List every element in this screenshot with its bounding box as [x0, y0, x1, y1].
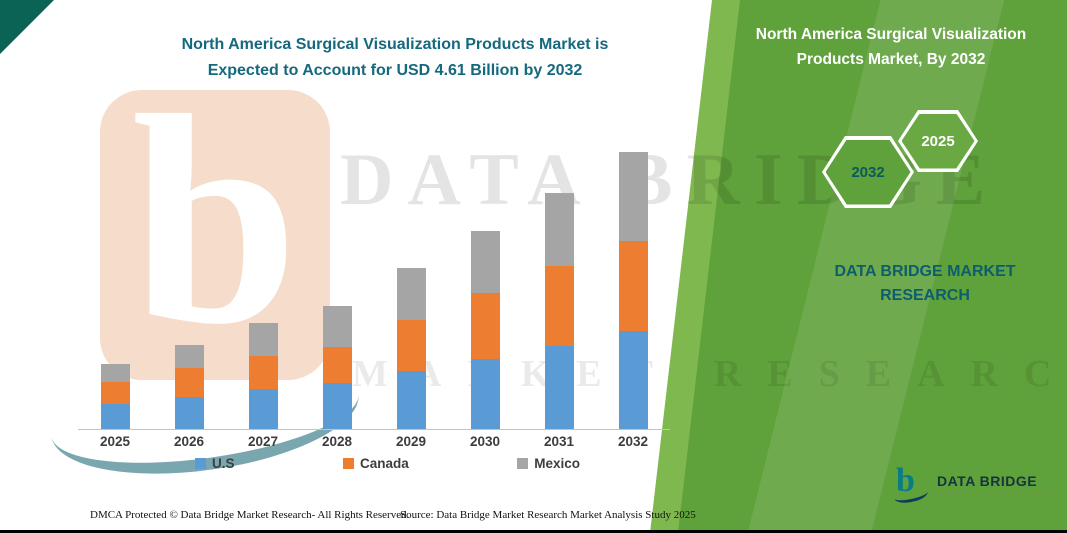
legend-label: Canada [359, 456, 409, 471]
chart-title: North America Surgical Visualization Pro… [80, 32, 710, 84]
bar-column-2029 [376, 112, 446, 429]
brand-logo: b DATA BRIDGE MARKET RESEARCH [892, 462, 1050, 506]
brand-logo-name: DATA BRIDGE [937, 472, 1038, 489]
corner-triangle-decoration [0, 0, 54, 54]
x-axis-label: 2029 [395, 434, 427, 449]
bar-segment-u-s [618, 331, 648, 429]
logo-watermark-letter: b [131, 54, 299, 386]
bar-segment-canada [618, 240, 648, 332]
legend-swatch [342, 458, 354, 469]
legend: U.S Canada Mexico [195, 456, 580, 471]
side-panel-title: North America Surgical Visualization Pro… [735, 22, 1047, 72]
bar-column-2026 [154, 112, 224, 429]
bar-segment-canada [396, 320, 426, 372]
bar-stack [100, 363, 130, 429]
brand-logo-icon: b [892, 462, 930, 506]
side-panel-title-line1: North America Surgical Visualization [755, 26, 1027, 43]
side-panel-brand: DATA BRIDGE MARKET RESEARCH [790, 260, 1060, 308]
bar-segment-canada [174, 368, 204, 397]
x-axis-label: 2031 [543, 434, 575, 449]
bar-column-2031 [524, 112, 594, 429]
legend-item-mexico: Mexico [517, 456, 580, 471]
bar-segment-canada [100, 381, 130, 404]
bar-stack [544, 192, 574, 429]
bar-stack [174, 345, 204, 429]
side-panel-brand-line1: DATA BRIDGE MARKET [834, 263, 1016, 280]
bar-stack [248, 323, 278, 429]
brand-logo-subtitle: MARKET RESEARCH [937, 490, 1050, 498]
x-axis-label: 2032 [617, 434, 649, 449]
side-panel [678, 0, 1067, 530]
x-axis-label: 2030 [469, 434, 501, 449]
bar-segment-u-s [248, 388, 278, 429]
legend-label: Mexico [534, 456, 580, 471]
bar-segment-mexico [322, 306, 352, 347]
bar-segment-mexico [544, 192, 574, 267]
hexagon-2025-year: 2025 [901, 113, 975, 169]
chart-title-line1: North America Surgical Visualization Pro… [181, 36, 609, 53]
bar-segment-u-s [396, 371, 426, 429]
footer-source-note: Source: Data Bridge Market Research Mark… [400, 509, 696, 521]
logo-watermark-block [100, 90, 330, 380]
bar-segment-u-s [470, 358, 500, 429]
bar-stack [470, 231, 500, 429]
bar-segment-mexico [470, 231, 500, 294]
bar-segment-u-s [322, 382, 352, 429]
legend-swatch [517, 458, 529, 469]
legend-label: U.S [212, 456, 235, 471]
bar-column-2028 [302, 112, 372, 429]
bar-segment-canada [544, 266, 574, 346]
bar-column-2032 [598, 112, 668, 429]
legend-item-u-s: U.S [195, 456, 235, 471]
chart-title-line2: Expected to Account for USD 4.61 Billion… [207, 62, 583, 79]
bar-segment-mexico [100, 363, 130, 382]
bar-segment-mexico [248, 323, 278, 357]
legend-swatch [195, 458, 206, 469]
bar-segment-u-s [100, 403, 130, 429]
x-axis-label: 2025 [99, 434, 131, 449]
bar-stack [396, 268, 426, 429]
bar-segment-canada [248, 356, 278, 389]
hexagon-2032-year: 2032 [825, 139, 911, 205]
bar-chart-plot-area [78, 112, 670, 430]
bar-stack [618, 152, 648, 429]
x-axis-labels: 2025 2026 2027 2028 2029 2030 2031 2032 [78, 434, 670, 449]
bar-segment-canada [470, 293, 500, 359]
bar-segment-u-s [174, 396, 204, 429]
bar-stack [322, 306, 352, 429]
x-axis-label: 2026 [173, 434, 205, 449]
legend-item-canada: Canada [342, 456, 409, 471]
bar-segment-mexico [396, 268, 426, 321]
bar-column-2030 [450, 112, 520, 429]
bar-column-2025 [80, 112, 150, 429]
side-panel-brand-line2: RESEARCH [880, 287, 970, 304]
footer-dmca-notice: DMCA Protected © Data Bridge Market Rese… [90, 509, 410, 521]
bar-segment-u-s [544, 345, 574, 429]
bar-segment-canada [322, 346, 352, 383]
brand-logo-b-glyph: b [896, 462, 915, 499]
brand-logo-text: DATA BRIDGE MARKET RESEARCH [937, 473, 1050, 498]
bar-column-2027 [228, 112, 298, 429]
side-panel-title-line2: Products Market, By 2032 [796, 51, 986, 68]
brand-logo-watermark: b [43, 54, 370, 492]
bar-segment-mexico [174, 345, 204, 369]
x-axis-label: 2028 [321, 434, 353, 449]
x-axis-label: 2027 [247, 434, 279, 449]
bar-segment-mexico [618, 152, 648, 241]
